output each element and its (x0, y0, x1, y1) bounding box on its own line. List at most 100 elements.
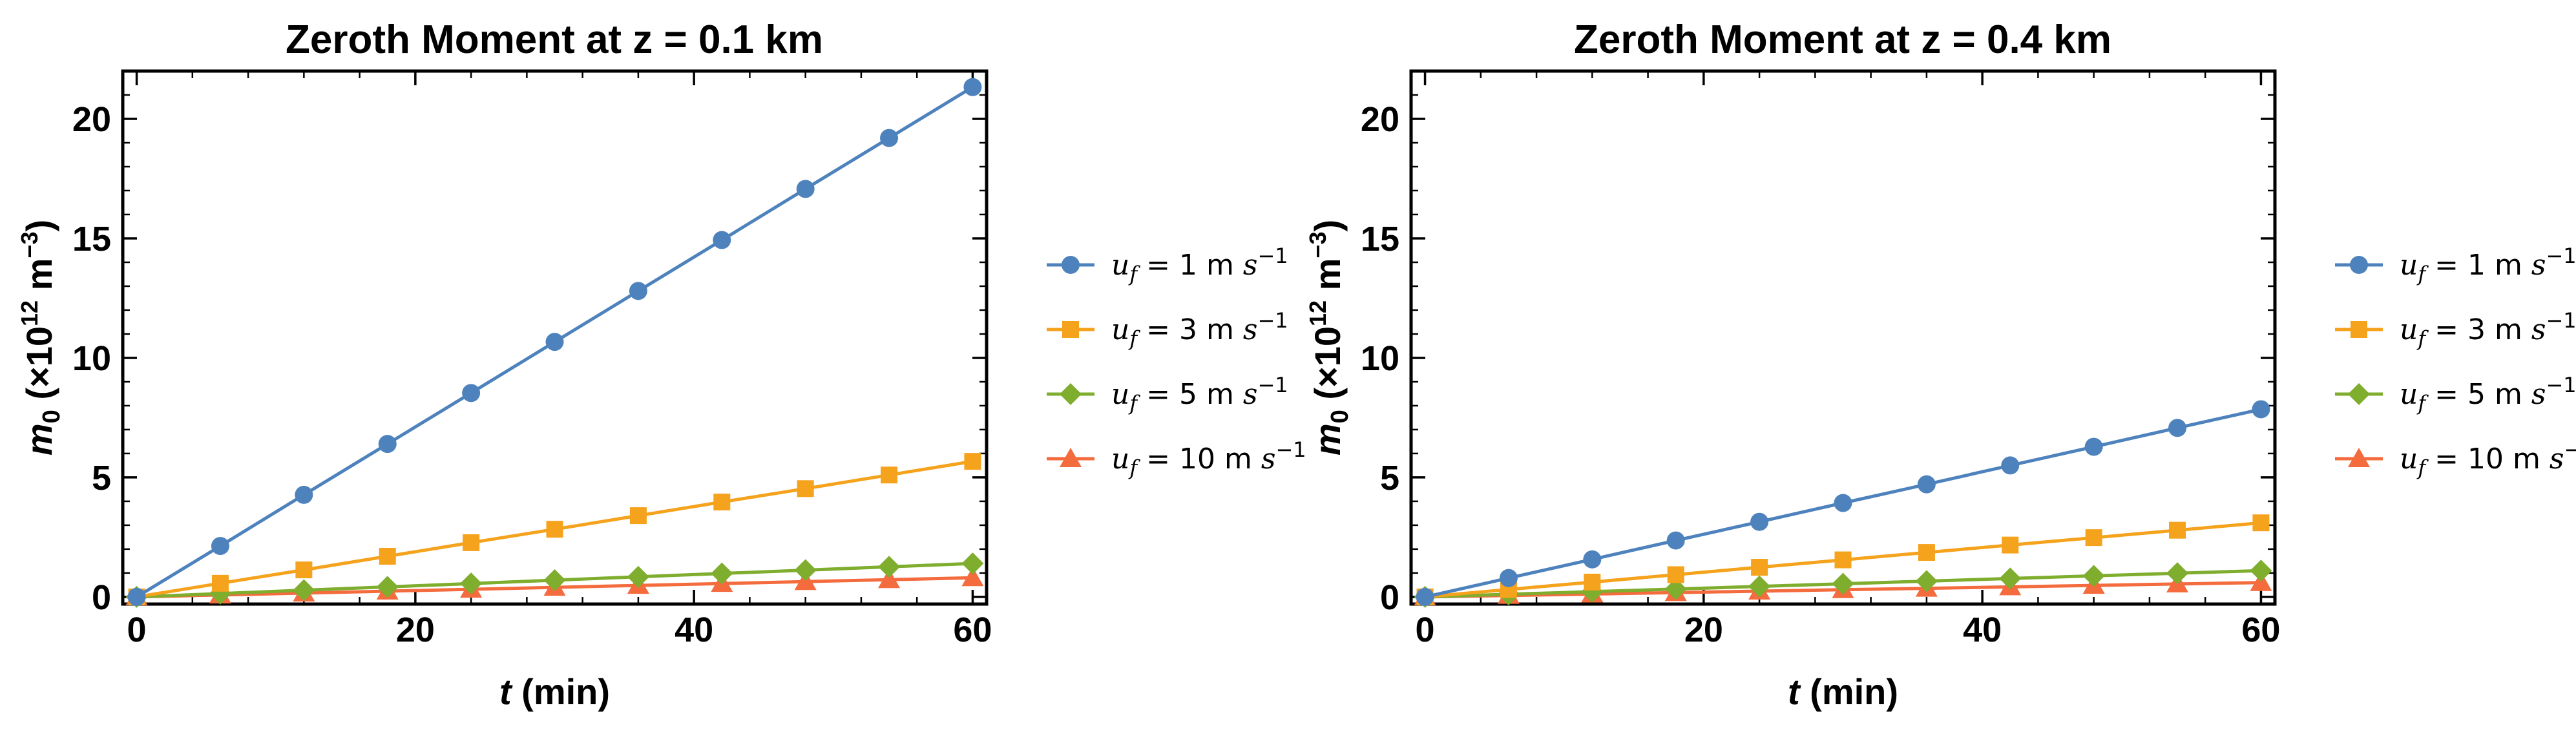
data-point (1832, 572, 1854, 595)
series-2 (128, 453, 981, 605)
legend: uf = 1 m s−1 uf = 3 m s−1 uf = 5 m s−1 uf =… (1047, 244, 1306, 480)
data-point (1834, 494, 1852, 512)
data-point (1748, 575, 1771, 598)
data-point (293, 579, 315, 601)
legend-value: = 3 m (2425, 313, 2531, 346)
y-tick-label: 20 (1361, 100, 1399, 139)
data-point (1584, 573, 1601, 591)
data-point (1664, 578, 1687, 600)
data-point (1915, 570, 1938, 592)
data-point (627, 565, 649, 588)
x-axis-label: t (min) (1788, 671, 1898, 712)
data-point (963, 78, 982, 96)
legend-unit: s (2531, 378, 2546, 411)
legend-var: u (1111, 443, 1129, 476)
legend-var: u (2400, 443, 2418, 476)
legend-unit: s (2531, 313, 2546, 346)
legend-exponent: −1 (2546, 373, 2576, 397)
data-point (2084, 437, 2103, 456)
legend-exponent: −1 (2546, 308, 2576, 333)
data-point (211, 574, 229, 592)
data-point (295, 561, 313, 579)
data-point (713, 494, 731, 511)
legend-exponent: −1 (2564, 437, 2576, 462)
legend-item: uf = 10 m s−1 (2335, 437, 2576, 480)
data-point (379, 548, 396, 565)
y-label-sub: 0 (1326, 410, 1354, 423)
data-point (462, 384, 481, 403)
y-tick-label: 5 (92, 459, 111, 497)
legend-exponent: −1 (1257, 244, 1288, 268)
legend-marker (2348, 448, 2370, 467)
y-tick-label: 20 (72, 100, 111, 139)
data-point (629, 507, 647, 525)
legend-item: uf = 1 m s−1 (1047, 244, 1288, 286)
legend-item: uf = 3 m s−1 (1047, 308, 1288, 351)
legend-label: uf = 3 m s−1 (1111, 308, 1288, 351)
x-label-var: t (1788, 671, 1801, 712)
y-label-close: ) (1307, 220, 1348, 232)
data-point (2169, 521, 2186, 539)
legend-item: uf = 10 m s−1 (1047, 437, 1306, 480)
y-tick-label: 0 (92, 578, 111, 617)
x-label-unit: (min) (512, 671, 610, 712)
y-label-sub: 0 (38, 410, 65, 423)
y-label-scale: (×10 (19, 326, 59, 410)
y-axis-label: m0 (×1012 m−3) (16, 220, 65, 455)
data-point (211, 537, 229, 556)
x-tick-label: 60 (953, 611, 992, 649)
y-label-exponent: 12 (1304, 300, 1331, 326)
y-label-var: m (1307, 423, 1348, 455)
y-label-scale: (×10 (1307, 326, 1348, 410)
data-point (378, 435, 397, 454)
series-3 (125, 552, 984, 608)
data-point (376, 576, 399, 598)
data-point (880, 129, 899, 147)
minor-ticks (1411, 71, 2275, 604)
x-label-unit: (min) (1800, 671, 1898, 712)
legend-unit: s (2550, 443, 2564, 476)
data-point (463, 534, 480, 551)
x-tick-label: 40 (675, 611, 713, 649)
data-point (2001, 456, 2020, 475)
series-1 (127, 78, 982, 606)
legend-unit: s (1243, 249, 1258, 282)
data-point (1834, 551, 1852, 569)
data-point (1999, 567, 2022, 590)
legend-unit: s (1243, 313, 1258, 346)
legend-exponent: −1 (1257, 373, 1288, 397)
legend-marker (1060, 383, 1082, 405)
legend-marker (2351, 321, 2367, 338)
data-point (2168, 419, 2187, 437)
x-tick-label: 0 (1416, 611, 1435, 649)
data-point (961, 552, 984, 575)
legend-marker (1062, 321, 1079, 338)
series-1 (1416, 400, 2270, 606)
legend-var: u (1111, 249, 1129, 282)
y-label-unit: m (1307, 258, 1348, 300)
data-point (964, 453, 981, 470)
data-point (2250, 559, 2272, 582)
legend-var: u (2400, 378, 2418, 411)
legend-value: = 3 m (1137, 313, 1243, 346)
y-label-var: m (19, 423, 59, 455)
legend-label: uf = 1 m s−1 (2400, 244, 2576, 286)
legend-label: uf = 5 m s−1 (2400, 373, 2576, 415)
data-point (2085, 529, 2102, 547)
legend-unit: s (2531, 249, 2546, 282)
legend-value: = 5 m (2425, 378, 2531, 411)
data-point (1751, 559, 1768, 576)
legend-unit: s (1261, 443, 1276, 476)
legend: uf = 1 m s−1 uf = 3 m s−1 uf = 5 m s−1 uf =… (2335, 244, 2576, 480)
data-point (2252, 400, 2270, 419)
legend-value: = 1 m (2425, 249, 2531, 282)
legend-exponent: −1 (1257, 308, 1288, 333)
chart-z-0-4-km: Zeroth Moment at z = 0.4 km 0 20 40 60 0 5 10 15… (1304, 17, 2576, 712)
data-point (878, 569, 901, 589)
data-point (878, 556, 901, 578)
legend-value: = 5 m (1137, 378, 1243, 411)
x-axis-label: t (min) (499, 671, 610, 712)
data-point (545, 333, 564, 351)
legend-label: uf = 3 m s−1 (2400, 308, 2576, 351)
legend-marker (1060, 448, 1082, 467)
